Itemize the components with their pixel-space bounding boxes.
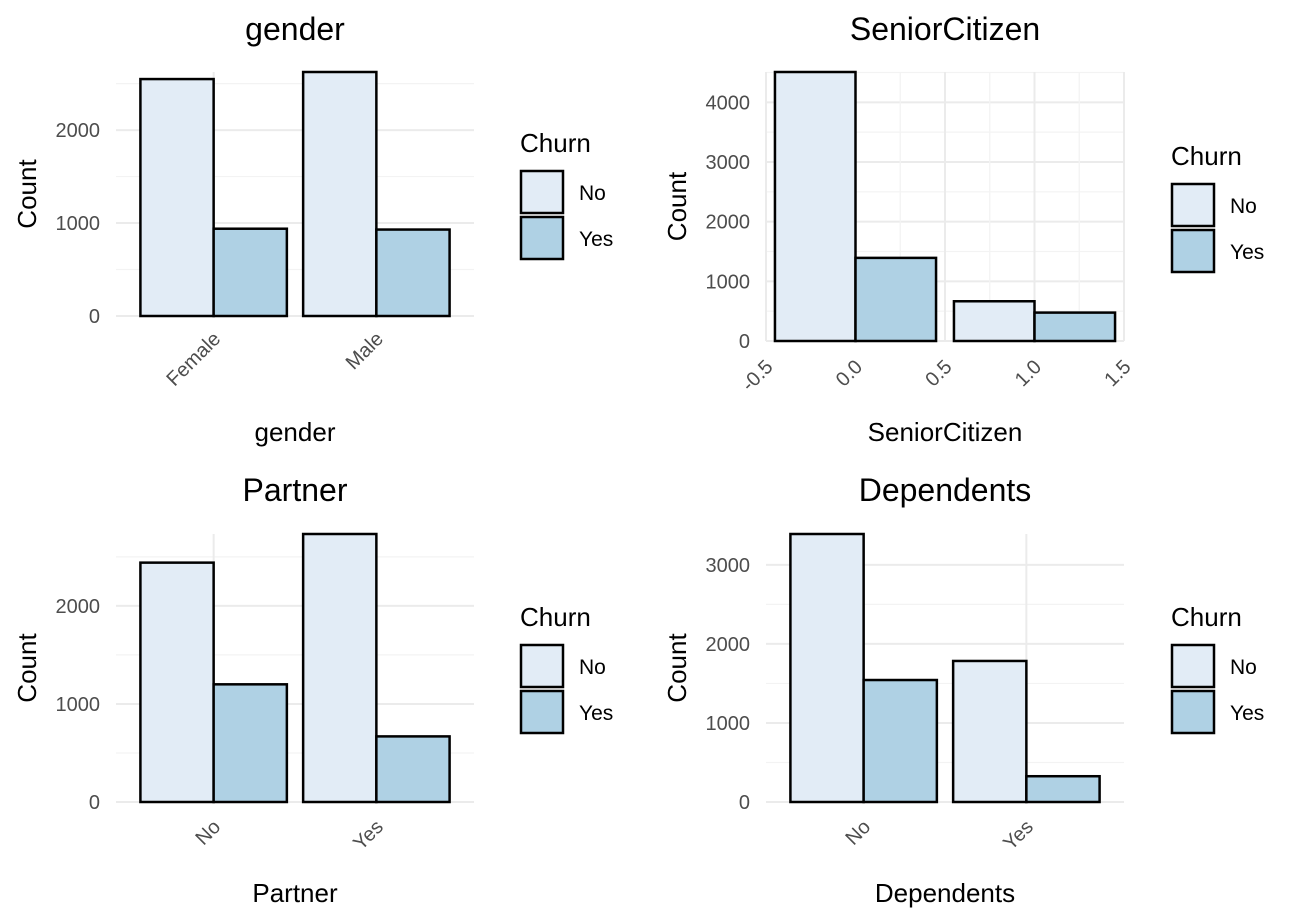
bar-yes <box>375 735 451 804</box>
y-tick-label: 1000 <box>56 213 101 235</box>
bar-yes <box>212 227 289 318</box>
legend-label-yes: Yes <box>579 228 613 251</box>
x-tick-label: 0.5 <box>921 356 956 391</box>
legend-key-yes <box>1170 689 1216 735</box>
x-axis-title: Dependents <box>875 878 1015 908</box>
legend-label-no: No <box>1230 195 1257 218</box>
legend: Churn No Yes <box>1170 602 1264 735</box>
bar-no <box>139 77 215 318</box>
y-tick-label: 2000 <box>706 212 751 234</box>
legend-key-yes <box>1170 228 1216 274</box>
bar-no <box>952 300 1036 343</box>
y-axis-title: Count <box>12 159 42 229</box>
panel-title: gender <box>245 11 345 47</box>
bar-yes <box>1025 774 1101 804</box>
legend-label-yes: Yes <box>1230 702 1264 725</box>
y-tick-label: 2000 <box>56 120 101 142</box>
legend-key-no <box>519 643 565 689</box>
x-tick-label: No <box>842 816 876 850</box>
y-tick-label: 2000 <box>56 596 101 618</box>
x-tick-label: Male <box>342 328 388 374</box>
x-tick-label: 1.5 <box>1100 356 1135 391</box>
partner-panel: 0 1000 2000 No Yes Partner Partner Count Churn No… <box>12 472 613 908</box>
y-tick-label: 4000 <box>706 92 751 114</box>
panel-title: SeniorCitizen <box>850 11 1040 47</box>
y-tick-label: 0 <box>739 792 750 814</box>
dependents-panel: 0 1000 2000 3000 No Yes Dependents Dependents Co… <box>662 472 1264 908</box>
legend-title: Churn <box>1171 141 1242 171</box>
y-tick-label: 1000 <box>56 694 101 716</box>
y-tick-label: 1000 <box>706 713 751 735</box>
x-axis-title: SeniorCitizen <box>868 417 1023 447</box>
y-tick-label: 1000 <box>706 271 751 293</box>
bar-no <box>789 532 865 804</box>
seniorcitizen-panel: 0 1000 2000 3000 4000 -0.5 0.0 0.5 1.0 1.5 SeniorC… <box>662 11 1264 447</box>
legend-title: Churn <box>520 602 591 632</box>
legend-label-no: No <box>579 182 606 205</box>
x-axis-title: gender <box>255 417 336 447</box>
y-axis-title: Count <box>12 633 42 703</box>
y-tick-label: 0 <box>89 792 100 814</box>
y-tick-label: 0 <box>739 331 750 353</box>
legend: Churn No Yes <box>1170 141 1264 274</box>
x-tick-label: Female <box>162 328 225 391</box>
panel-title: Dependents <box>859 472 1032 508</box>
bar-no <box>951 659 1028 804</box>
panel-title: Partner <box>243 472 348 508</box>
bar-no <box>139 561 215 804</box>
legend-key-yes <box>519 215 565 261</box>
legend-key-no <box>519 169 565 215</box>
x-tick-label: No <box>192 816 226 850</box>
x-tick-label: -0.5 <box>738 356 778 396</box>
x-tick-label: 1.0 <box>1011 356 1046 391</box>
bar-no <box>301 70 378 318</box>
legend-title: Churn <box>520 128 591 158</box>
bar-no <box>301 532 378 804</box>
x-tick-label: Yes <box>999 816 1038 855</box>
x-axis-title: Partner <box>252 878 338 908</box>
legend-label-no: No <box>1230 656 1257 679</box>
bar-yes <box>375 228 451 318</box>
legend-label-no: No <box>579 656 606 679</box>
y-tick-label: 0 <box>89 306 100 328</box>
legend-key-no <box>1170 182 1216 228</box>
gender-panel: 0 1000 2000 Female Male gender gender Count Chur… <box>12 11 613 447</box>
x-tick-label: 0.0 <box>832 356 867 391</box>
bar-no <box>773 70 857 343</box>
bar-yes <box>862 678 939 804</box>
legend-label-yes: Yes <box>1230 241 1264 264</box>
bar-yes <box>1033 311 1117 343</box>
legend: Churn No Yes <box>519 128 613 261</box>
x-tick-label: Yes <box>349 816 388 855</box>
y-axis-title: Count <box>662 633 692 703</box>
bar-yes <box>854 256 938 343</box>
y-tick-label: 2000 <box>706 634 751 656</box>
legend-key-no <box>1170 643 1216 689</box>
y-tick-label: 3000 <box>706 555 751 577</box>
y-tick-label: 3000 <box>706 152 751 174</box>
legend-title: Churn <box>1171 602 1242 632</box>
y-axis-title: Count <box>662 171 692 241</box>
legend: Churn No Yes <box>519 602 613 735</box>
legend-label-yes: Yes <box>579 702 613 725</box>
bar-yes <box>212 683 289 804</box>
legend-key-yes <box>519 689 565 735</box>
